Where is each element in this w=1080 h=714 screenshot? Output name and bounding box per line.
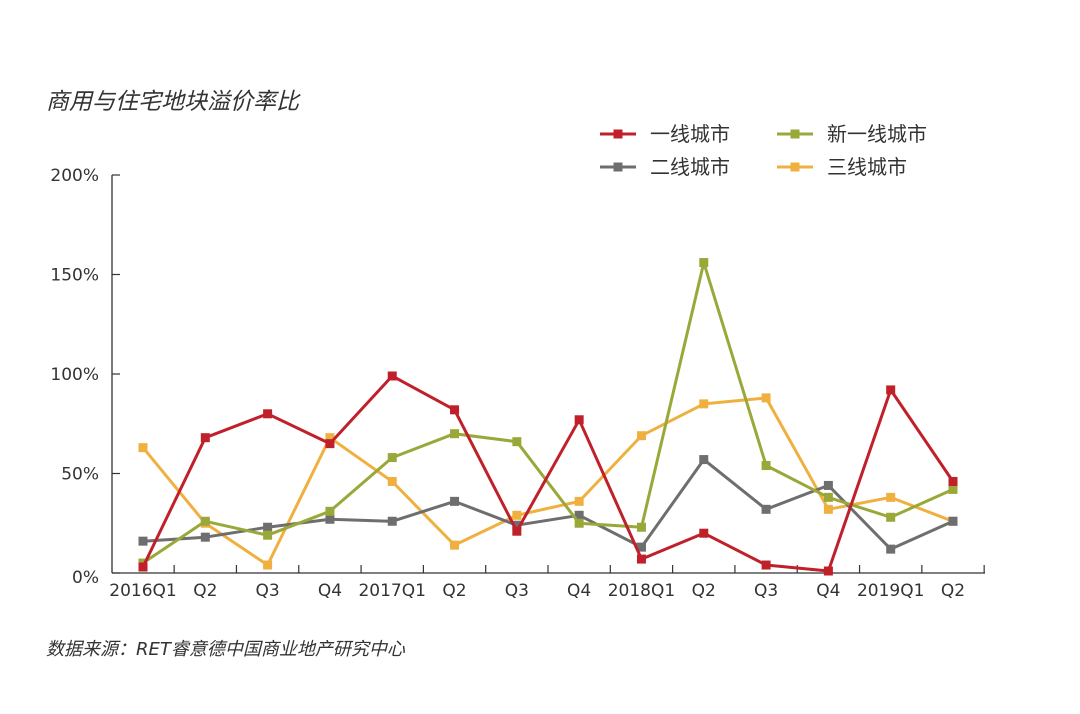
data-point [325, 506, 335, 516]
data-point [138, 562, 148, 572]
y-tick-label: 150% [50, 266, 99, 286]
data-point [823, 566, 833, 576]
data-point [325, 439, 335, 449]
data-point [512, 510, 522, 520]
data-point [263, 560, 273, 570]
data-point [574, 518, 584, 528]
legend-item: 一线城市 [600, 122, 730, 146]
data-point [699, 399, 709, 409]
series-1 [138, 258, 958, 568]
data-point [823, 492, 833, 502]
series-2 [138, 455, 958, 554]
x-tick-label: Q4 [567, 581, 591, 601]
series-line [142, 261, 954, 565]
data-point [574, 415, 584, 425]
data-point [574, 510, 584, 520]
data-point [200, 433, 210, 443]
x-tick-label: Q4 [318, 581, 342, 601]
legend-label: 二线城市 [650, 155, 730, 179]
data-point [636, 522, 646, 532]
data-point [325, 514, 335, 524]
x-tick-label: Q2 [193, 581, 217, 601]
data-point [636, 431, 646, 441]
data-point [761, 560, 771, 570]
x-tick-label: Q2 [941, 581, 965, 601]
x-tick-label: 2018Q1 [608, 581, 675, 601]
data-point [138, 443, 148, 453]
data-point [387, 371, 397, 381]
x-tick-label: Q2 [442, 581, 466, 601]
legend-marker [790, 162, 800, 172]
data-point [948, 476, 958, 486]
data-point [761, 393, 771, 403]
data-point [574, 496, 584, 506]
x-tick-label: Q3 [505, 581, 529, 601]
data-point [823, 504, 833, 514]
data-point [699, 455, 709, 465]
data-point [886, 512, 896, 522]
legend-label: 三线城市 [827, 155, 907, 179]
y-tick-label: 100% [50, 365, 99, 385]
data-point [263, 409, 273, 419]
x-tick-label: 2019Q1 [857, 581, 924, 601]
series-0 [138, 371, 958, 576]
series-lines [138, 258, 958, 576]
data-point [263, 530, 273, 540]
legend-marker [790, 129, 800, 139]
data-source-note: 数据来源：RET睿意德中国商业地产研究中心 [46, 639, 405, 660]
data-point [450, 405, 460, 415]
data-point [886, 544, 896, 554]
data-point [450, 540, 460, 550]
data-point [512, 526, 522, 536]
data-point [699, 528, 709, 538]
data-point [325, 433, 335, 443]
legend-marker [613, 129, 623, 139]
x-tick-label: 2016Q1 [109, 581, 176, 601]
data-point [387, 516, 397, 526]
x-tick-label: Q2 [692, 581, 716, 601]
data-point [636, 542, 646, 552]
data-point [263, 522, 273, 532]
data-point [512, 437, 522, 447]
y-tick-label: 50% [61, 465, 99, 485]
data-point [636, 554, 646, 564]
legend-item: 新一线城市 [777, 122, 927, 146]
data-point [948, 516, 958, 526]
data-point [699, 258, 709, 268]
data-point [387, 476, 397, 486]
data-point [450, 496, 460, 506]
x-tick-label: Q3 [256, 581, 280, 601]
data-point [886, 492, 896, 502]
chart-title: 商用与住宅地块溢价率比 [46, 89, 299, 115]
legend-label: 新一线城市 [827, 122, 927, 146]
data-point [823, 480, 833, 490]
series-line [142, 458, 954, 551]
data-point [512, 520, 522, 530]
data-point [387, 453, 397, 463]
y-tick-label: 0% [72, 568, 99, 588]
data-point [200, 532, 210, 542]
series-line [141, 374, 955, 573]
data-point [761, 461, 771, 471]
axes: 0% 50% 100% 150% 200% 2016Q1 Q2 Q3 Q4 2017Q1 Q2 Q3 Q… [50, 166, 985, 601]
y-tick-label: 200% [50, 166, 99, 186]
data-point [761, 504, 771, 514]
data-point [948, 484, 958, 494]
legend-marker [613, 162, 623, 172]
x-tick-label: Q3 [754, 581, 778, 601]
x-tick-label: 2017Q1 [358, 581, 425, 601]
legend-label: 一线城市 [650, 122, 730, 146]
legend-item: 二线城市 [600, 155, 730, 179]
data-point [138, 536, 148, 546]
data-point [450, 429, 460, 439]
data-point [200, 516, 210, 526]
data-point [886, 385, 896, 395]
x-tick-label: Q4 [816, 581, 840, 601]
legend-item: 三线城市 [777, 155, 907, 179]
